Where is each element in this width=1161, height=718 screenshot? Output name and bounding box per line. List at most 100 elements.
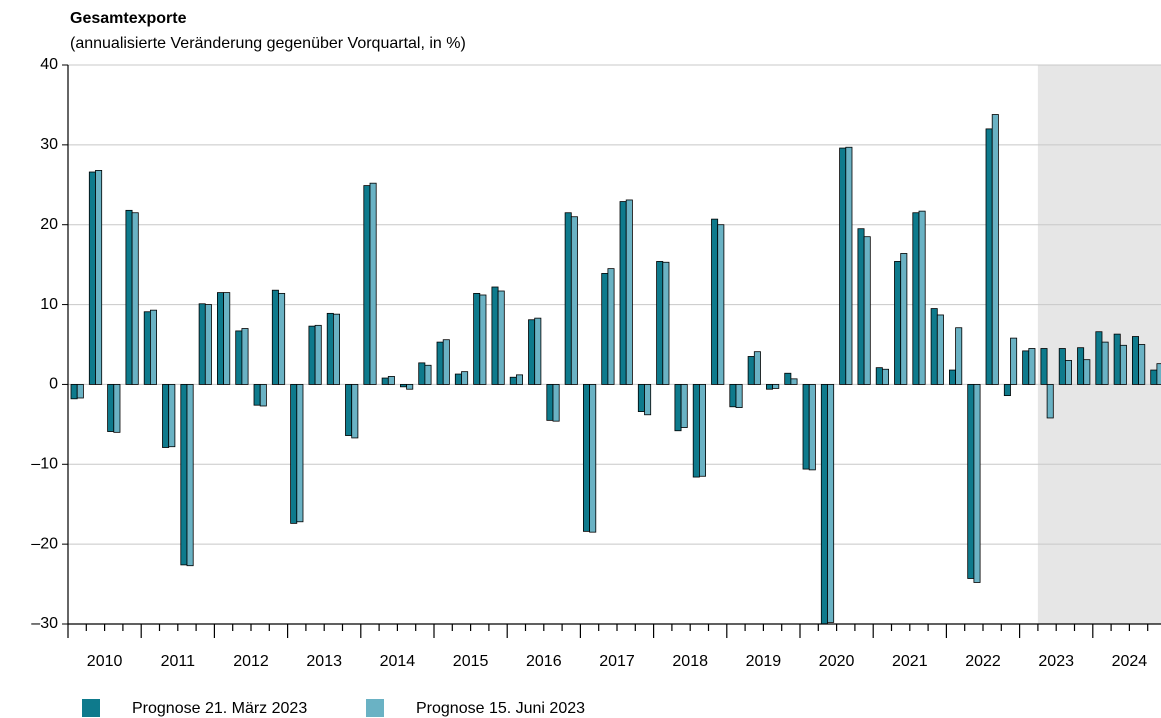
bar <box>735 384 743 408</box>
bar <box>253 384 261 406</box>
bar <box>1113 333 1121 385</box>
y-tick-label: 40 <box>40 56 58 73</box>
bar <box>345 384 353 436</box>
bar <box>857 228 865 385</box>
bar <box>534 317 542 385</box>
bar <box>516 374 524 385</box>
bar <box>399 384 407 388</box>
bar <box>747 356 755 385</box>
bar <box>991 114 999 385</box>
bar <box>107 384 115 432</box>
bar <box>717 224 725 385</box>
bar <box>216 292 224 385</box>
bar <box>772 384 780 389</box>
bar <box>271 289 279 385</box>
bar <box>497 290 505 385</box>
bar <box>461 371 469 385</box>
bar <box>308 325 316 385</box>
chart-subtitle: (annualisierte Veränderung gegenüber Vor… <box>70 35 466 52</box>
bar <box>70 384 78 400</box>
bar <box>967 384 975 579</box>
bar <box>1156 363 1161 385</box>
bar <box>839 147 847 385</box>
bar <box>1003 384 1011 397</box>
bar <box>985 128 993 385</box>
bar <box>766 384 774 390</box>
bar <box>589 384 597 533</box>
bar <box>930 308 938 385</box>
bar <box>454 373 462 385</box>
bar <box>601 273 609 385</box>
x-group-label: 2013 <box>306 653 342 670</box>
bar <box>674 384 682 432</box>
bar <box>644 384 652 416</box>
bar <box>1010 337 1018 385</box>
y-tick-label: –10 <box>31 456 58 473</box>
y-tick-label: 0 <box>49 376 58 393</box>
bar <box>418 362 426 385</box>
bar <box>180 384 188 566</box>
bar <box>711 218 719 385</box>
bar <box>546 384 554 421</box>
bar <box>491 286 499 385</box>
x-group-label: 2016 <box>526 653 562 670</box>
bar <box>680 384 688 428</box>
legend-label: Prognose 21. März 2023 <box>132 700 307 717</box>
bar <box>204 304 212 385</box>
bar <box>802 384 810 470</box>
bar <box>1150 369 1158 385</box>
bar <box>88 171 96 385</box>
bar <box>168 384 176 448</box>
bar <box>1132 336 1140 385</box>
bar <box>936 314 944 385</box>
y-tick-label: 30 <box>40 136 58 153</box>
legend-label: Prognose 15. Juni 2023 <box>416 700 585 717</box>
bar <box>1083 359 1091 385</box>
bar <box>820 384 828 625</box>
bar <box>918 210 926 385</box>
x-group-label: 2010 <box>87 653 123 670</box>
bar <box>900 253 908 385</box>
bar <box>583 384 591 532</box>
bar <box>1138 344 1146 385</box>
bar <box>290 384 298 524</box>
bar <box>1058 348 1066 385</box>
bar <box>699 384 707 477</box>
bar <box>186 384 194 567</box>
bar <box>692 384 700 478</box>
chart-title: Gesamtexporte <box>70 10 187 27</box>
bar <box>528 319 536 385</box>
bar <box>1022 350 1030 385</box>
x-group-label: 2019 <box>746 653 782 670</box>
y-tick-label: –30 <box>31 615 58 632</box>
x-group-label: 2015 <box>453 653 489 670</box>
bar <box>235 330 243 385</box>
bar <box>662 261 670 385</box>
bar <box>875 367 883 385</box>
bar <box>973 384 981 583</box>
bar <box>1077 347 1085 385</box>
bar <box>131 212 139 385</box>
x-group-label: 2011 <box>161 653 196 670</box>
bar <box>406 384 414 390</box>
bar <box>845 146 853 385</box>
bar <box>259 384 267 407</box>
bar <box>424 364 432 385</box>
bar <box>894 261 902 385</box>
bar <box>729 384 737 408</box>
bar <box>912 212 920 385</box>
x-group-label: 2023 <box>1038 653 1074 670</box>
bar <box>863 236 871 385</box>
bar <box>332 313 340 385</box>
bar <box>351 384 359 439</box>
bar <box>1028 348 1036 385</box>
bar <box>570 216 578 385</box>
bar <box>949 369 957 385</box>
bar <box>363 185 371 385</box>
bar <box>790 378 798 385</box>
bar <box>509 376 517 385</box>
bar <box>607 268 615 385</box>
bar <box>637 384 645 412</box>
bar <box>241 328 249 385</box>
